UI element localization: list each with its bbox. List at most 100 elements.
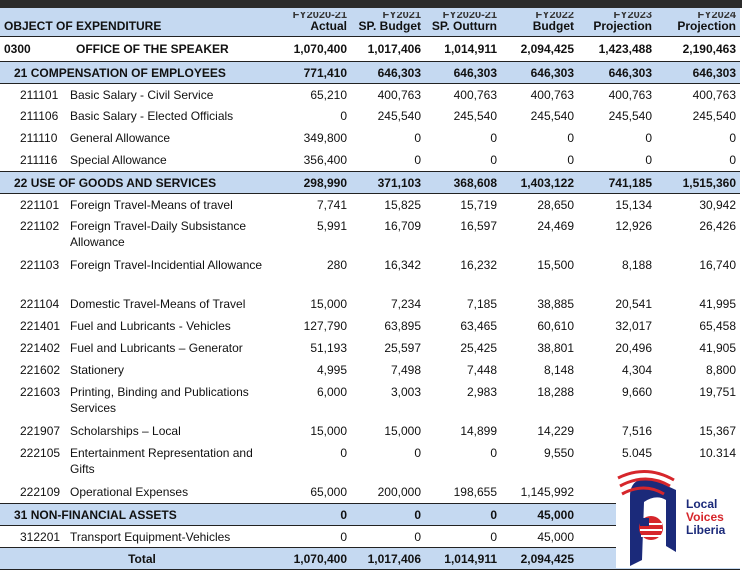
- header-label: Budget: [532, 18, 575, 33]
- value-cell: 0: [490, 529, 498, 544]
- value-cell: 16,597: [460, 219, 498, 233]
- value-cell: 32,017: [615, 319, 653, 333]
- value-cell: 245,540: [608, 109, 653, 123]
- row-desc: Foreign Travel-Incidential Allowance: [70, 258, 263, 272]
- value-cell: 1,515,360: [656, 170, 741, 194]
- total-value: 1,070,400: [284, 546, 352, 570]
- value-cell: 18,288: [537, 385, 575, 399]
- value-cell: 646,303: [656, 60, 741, 84]
- value-cell: 41,905: [699, 341, 737, 355]
- value-cell: 245,540: [377, 109, 422, 123]
- value-cell: 15,719: [460, 197, 498, 212]
- table-row: 211110 General Allowance 349,800 0 0 0 0 0: [0, 127, 740, 149]
- header-fy: FY2022: [535, 11, 575, 18]
- header-budget: FY2022 Budget: [501, 8, 579, 37]
- value-cell: 280: [326, 258, 348, 272]
- value-cell: 20,496: [615, 341, 653, 355]
- header-sp-outturn: FY2020-21 SP. Outturn: [425, 8, 502, 37]
- row-code: 221603: [20, 385, 61, 399]
- value-cell: 16,740: [699, 258, 737, 272]
- value-cell: 245,540: [530, 109, 575, 123]
- value-cell: 1,014,911: [444, 41, 498, 56]
- value-cell: 8,148: [543, 363, 575, 377]
- value-cell: 198,655: [453, 485, 498, 499]
- value-cell: 63,465: [460, 319, 498, 333]
- row-code: 211106: [20, 109, 59, 123]
- value-cell: 646,303: [501, 60, 579, 84]
- row-code: 221602: [20, 363, 61, 377]
- value-cell: 28,650: [537, 197, 575, 212]
- value-cell: 371,103: [351, 170, 426, 194]
- value-cell: 7,234: [390, 297, 422, 311]
- value-cell: 26,426: [699, 219, 737, 233]
- value-cell: 14,229: [537, 424, 575, 438]
- value-cell: 0: [284, 502, 352, 526]
- value-cell: 16,709: [384, 219, 422, 233]
- table-row: 221104 Domestic Travel-Means of Travel 15,…: [0, 293, 740, 315]
- value-cell: 0: [414, 153, 422, 167]
- value-cell: 0: [414, 446, 422, 460]
- value-cell: 646,303: [351, 60, 426, 84]
- group-row: 21 COMPENSATION OF EMPLOYEES 771,410 646,3…: [0, 60, 741, 84]
- table-row: 222105 Entertainment Representation and G…: [0, 442, 740, 481]
- value-cell: 400,763: [377, 87, 422, 102]
- table-row: 221602 Stationery 4,995 7,498 7,448 8,148 4,30…: [0, 359, 740, 381]
- value-cell: 400,763: [608, 87, 653, 102]
- value-cell: 41,995: [699, 297, 737, 311]
- value-cell: 45,000: [501, 502, 579, 526]
- value-cell: 0: [414, 131, 422, 145]
- row-code: 221401: [20, 319, 61, 333]
- logo-text-voices: Voices: [686, 510, 724, 524]
- header-fy: FY2023: [613, 11, 653, 18]
- value-cell: 0: [340, 529, 348, 544]
- value-cell: 245,540: [692, 109, 737, 123]
- value-cell: 5,991: [316, 219, 348, 233]
- row-code: 211116: [20, 153, 58, 167]
- value-cell: 0: [340, 109, 348, 123]
- value-cell: 7,498: [390, 363, 422, 377]
- value-cell: 368,608: [425, 170, 502, 194]
- row-desc: Entertainment Representation and Gifts: [70, 446, 253, 476]
- value-cell: 3,003: [390, 385, 422, 399]
- value-cell: 2,983: [466, 385, 498, 399]
- table-row: 221101 Foreign Travel-Means of travel 7,74…: [0, 193, 740, 215]
- value-cell: 15,825: [384, 197, 422, 212]
- value-cell: 7,741: [316, 197, 348, 212]
- value-cell: 245,540: [453, 109, 498, 123]
- value-cell: 127,790: [303, 319, 348, 333]
- window-top-bar: [0, 0, 742, 8]
- row-code: 221907: [20, 424, 61, 438]
- value-cell: 200,000: [377, 485, 422, 499]
- header-projection: FY2024 Projection: [656, 8, 741, 37]
- total-label: Total: [0, 546, 285, 570]
- office-name: OFFICE OF THE SPEAKER: [76, 41, 229, 56]
- value-cell: 8,800: [705, 363, 737, 377]
- row-desc: Domestic Travel-Means of Travel: [70, 297, 246, 311]
- header-fy: FY2024: [697, 11, 737, 18]
- value-cell: 6,000: [316, 385, 348, 399]
- value-cell: 65,000: [310, 485, 348, 499]
- total-value: 1,014,911: [425, 546, 502, 570]
- logo-text-local: Local: [686, 497, 718, 511]
- office-row: 0300 OFFICE OF THE SPEAKER 1,070,400 1,0…: [0, 36, 740, 61]
- value-cell: 24,469: [537, 219, 575, 233]
- value-cell: 0: [490, 446, 498, 460]
- group-row: 22 USE OF GOODS AND SERVICES 298,990 371,1…: [0, 170, 741, 194]
- header-projection: FY2023 Projection: [578, 8, 657, 37]
- office-code: 0300: [4, 41, 31, 56]
- row-code: 312201: [20, 529, 61, 544]
- row-code: 221101: [20, 197, 60, 212]
- value-cell: 0: [351, 502, 426, 526]
- table-row: 312201 Transport Equipment-Vehicles 0 0 0 45,…: [0, 525, 740, 547]
- table-row: 211106 Basic Salary - Elected Officials 0 2…: [0, 105, 740, 127]
- value-cell: 0: [567, 131, 575, 145]
- value-cell: 0: [414, 529, 422, 544]
- header-sp-budget: FY2021 SP. Budget: [351, 8, 426, 37]
- value-cell: 0: [490, 131, 498, 145]
- local-voices-liberia-logo: Local Voices Liberia: [616, 466, 742, 568]
- value-cell: 45,000: [537, 529, 575, 544]
- row-code: 221103: [20, 258, 60, 272]
- value-cell: 12,926: [615, 219, 653, 233]
- row-code: 222109: [20, 485, 61, 499]
- header-row: OBJECT OF EXPENDITURE FY2020-21 Actual FY2…: [0, 8, 741, 37]
